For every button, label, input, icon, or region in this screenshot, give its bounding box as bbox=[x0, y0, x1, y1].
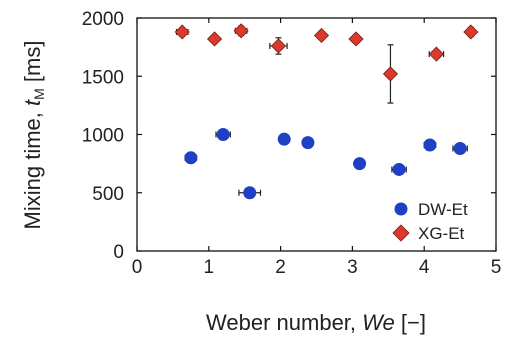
data-point-dw-et bbox=[353, 157, 367, 171]
x-tick-label: 2 bbox=[275, 257, 286, 278]
x-tick-label: 0 bbox=[132, 257, 143, 278]
data-point-dw-et bbox=[453, 141, 467, 155]
x-tick-label: 5 bbox=[491, 257, 502, 278]
data-point-dw-et bbox=[301, 136, 315, 150]
x-axis-label: Weber number, We [−] bbox=[206, 310, 426, 335]
data-point-xg-et bbox=[463, 24, 479, 40]
legend-marker-dw-et bbox=[394, 202, 408, 216]
legend: DW-Et XG-Et bbox=[392, 200, 468, 243]
data-point-xg-et bbox=[348, 31, 364, 47]
x-tick-label: 4 bbox=[419, 257, 430, 278]
y-axis-label: Mixing time, tM [ms] bbox=[20, 41, 47, 230]
y-tick-label: 1500 bbox=[82, 67, 124, 88]
data-point-dw-et bbox=[216, 128, 230, 141]
data-point-dw-et bbox=[392, 162, 406, 176]
x-tick-label: 1 bbox=[204, 257, 215, 278]
data-point-xg-et bbox=[428, 46, 444, 62]
legend-label-dw-et: DW-Et bbox=[418, 200, 468, 219]
x-tick-label: 3 bbox=[347, 257, 358, 278]
data-point-xg-et bbox=[382, 66, 399, 82]
data-point-dw-et bbox=[243, 186, 257, 200]
data-point-xg-et bbox=[313, 27, 330, 44]
y-tick-label: 500 bbox=[92, 184, 124, 205]
y-tick-label: 1000 bbox=[82, 126, 124, 147]
data-point-xg-et bbox=[270, 38, 287, 54]
y-tick-label: 2000 bbox=[82, 9, 124, 30]
data-point-dw-et bbox=[423, 138, 437, 152]
data-point-xg-et bbox=[206, 31, 223, 47]
data-point-xg-et bbox=[233, 23, 249, 39]
legend-marker-xg-et bbox=[392, 224, 410, 242]
data-point-dw-et bbox=[184, 151, 198, 165]
data-point-dw-et bbox=[277, 132, 291, 146]
y-tick-label: 0 bbox=[113, 242, 124, 263]
legend-label-xg-et: XG-Et bbox=[418, 224, 465, 243]
data-point-xg-et bbox=[174, 24, 190, 40]
